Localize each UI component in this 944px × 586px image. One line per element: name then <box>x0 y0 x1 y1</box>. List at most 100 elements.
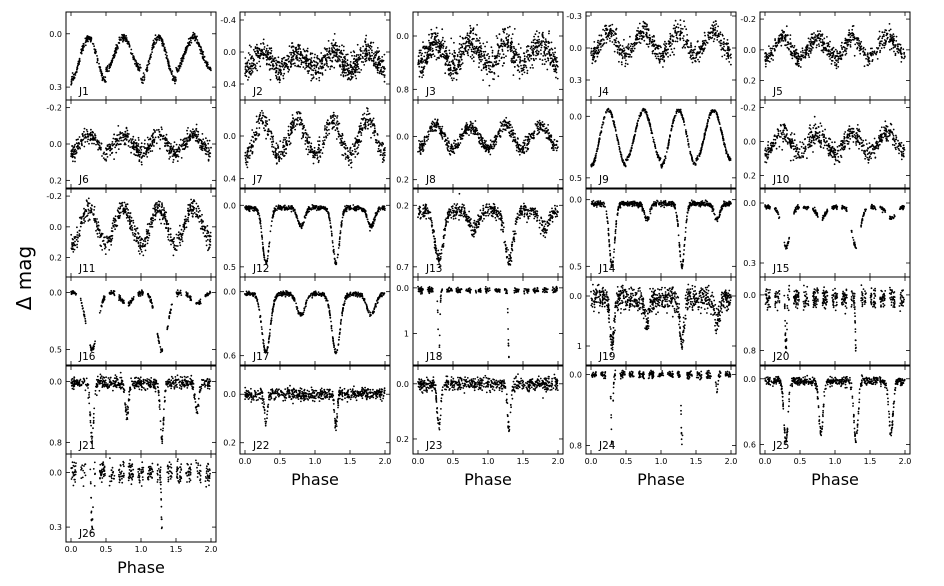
data-point <box>350 70 353 73</box>
data-point <box>353 65 356 68</box>
data-point <box>85 136 87 139</box>
data-point <box>167 60 170 62</box>
data-point <box>146 136 149 139</box>
data-point <box>201 51 204 54</box>
data-point <box>601 44 604 47</box>
data-point <box>323 47 326 49</box>
data-point <box>344 74 347 77</box>
data-point <box>250 46 252 48</box>
data-point <box>682 35 685 37</box>
data-point <box>249 53 251 56</box>
data-point <box>288 137 291 139</box>
data-point <box>673 24 676 27</box>
data-point <box>817 43 820 45</box>
data-point <box>101 79 104 82</box>
data-point <box>330 47 333 49</box>
data-point <box>856 46 859 49</box>
data-point <box>280 62 283 65</box>
data-point <box>157 129 160 131</box>
data-point <box>881 31 884 33</box>
data-point <box>593 52 596 55</box>
data-point <box>155 41 158 44</box>
data-point <box>369 47 372 50</box>
data-point <box>679 24 682 26</box>
data-point <box>433 55 436 57</box>
y-tick-label: -0.2 <box>740 15 756 24</box>
data-point <box>690 42 692 44</box>
data-point <box>70 83 72 86</box>
data-point <box>811 43 814 45</box>
data-point <box>441 28 444 31</box>
data-point <box>375 66 377 69</box>
data-point <box>624 54 626 57</box>
data-point <box>127 145 130 147</box>
data-point <box>78 59 81 61</box>
data-point <box>95 143 97 146</box>
data-point <box>442 45 445 48</box>
data-point <box>111 151 114 154</box>
data-point <box>888 29 891 32</box>
data-point <box>244 57 247 59</box>
data-point <box>591 62 594 65</box>
data-point <box>357 54 360 56</box>
data-point <box>310 57 313 59</box>
data-point <box>674 19 677 22</box>
y-tick-label: -0.2 <box>46 104 62 113</box>
data-point <box>878 44 881 47</box>
data-point <box>780 33 783 36</box>
data-point <box>325 62 328 64</box>
data-point <box>286 66 289 68</box>
data-point <box>452 72 454 75</box>
data-point <box>469 31 472 34</box>
data-point <box>357 63 359 66</box>
data-point <box>164 50 167 53</box>
data-point <box>440 54 442 57</box>
data-point <box>837 65 840 68</box>
data-point <box>509 44 512 47</box>
data-point <box>137 62 140 65</box>
data-point <box>102 157 105 160</box>
data-point <box>527 54 529 56</box>
data-point <box>341 53 344 56</box>
data-point <box>319 72 322 75</box>
data-point <box>704 39 707 42</box>
data-point <box>451 79 454 82</box>
data-point <box>252 67 255 70</box>
data-point <box>336 115 339 117</box>
data-point <box>288 55 290 58</box>
data-point <box>341 68 343 70</box>
data-point <box>305 54 308 56</box>
data-point <box>345 65 348 67</box>
data-point <box>179 64 181 67</box>
data-point <box>708 36 711 39</box>
data-point <box>852 36 855 38</box>
data-point <box>664 47 666 50</box>
data-point <box>447 63 450 66</box>
data-point <box>676 31 679 33</box>
data-point <box>726 52 729 54</box>
data-point <box>276 60 279 63</box>
data-point <box>532 51 535 53</box>
data-point <box>892 44 895 46</box>
data-point <box>271 55 274 57</box>
data-point <box>772 45 775 47</box>
data-point <box>105 148 108 151</box>
data-point <box>350 154 353 157</box>
data-point <box>120 136 122 139</box>
data-point <box>294 64 296 67</box>
data-point <box>133 146 136 149</box>
panel-label: J4 <box>598 86 609 98</box>
data-point <box>854 43 857 46</box>
data-point <box>100 71 103 74</box>
data-point <box>846 39 848 42</box>
data-point <box>623 49 626 52</box>
data-point <box>129 138 132 140</box>
data-point <box>183 147 185 150</box>
data-point <box>553 53 555 56</box>
data-point <box>331 60 333 62</box>
data-point <box>768 45 770 47</box>
data-point <box>178 144 181 146</box>
data-point <box>324 59 327 61</box>
panel-label: J6 <box>78 174 89 186</box>
data-point <box>667 48 670 51</box>
